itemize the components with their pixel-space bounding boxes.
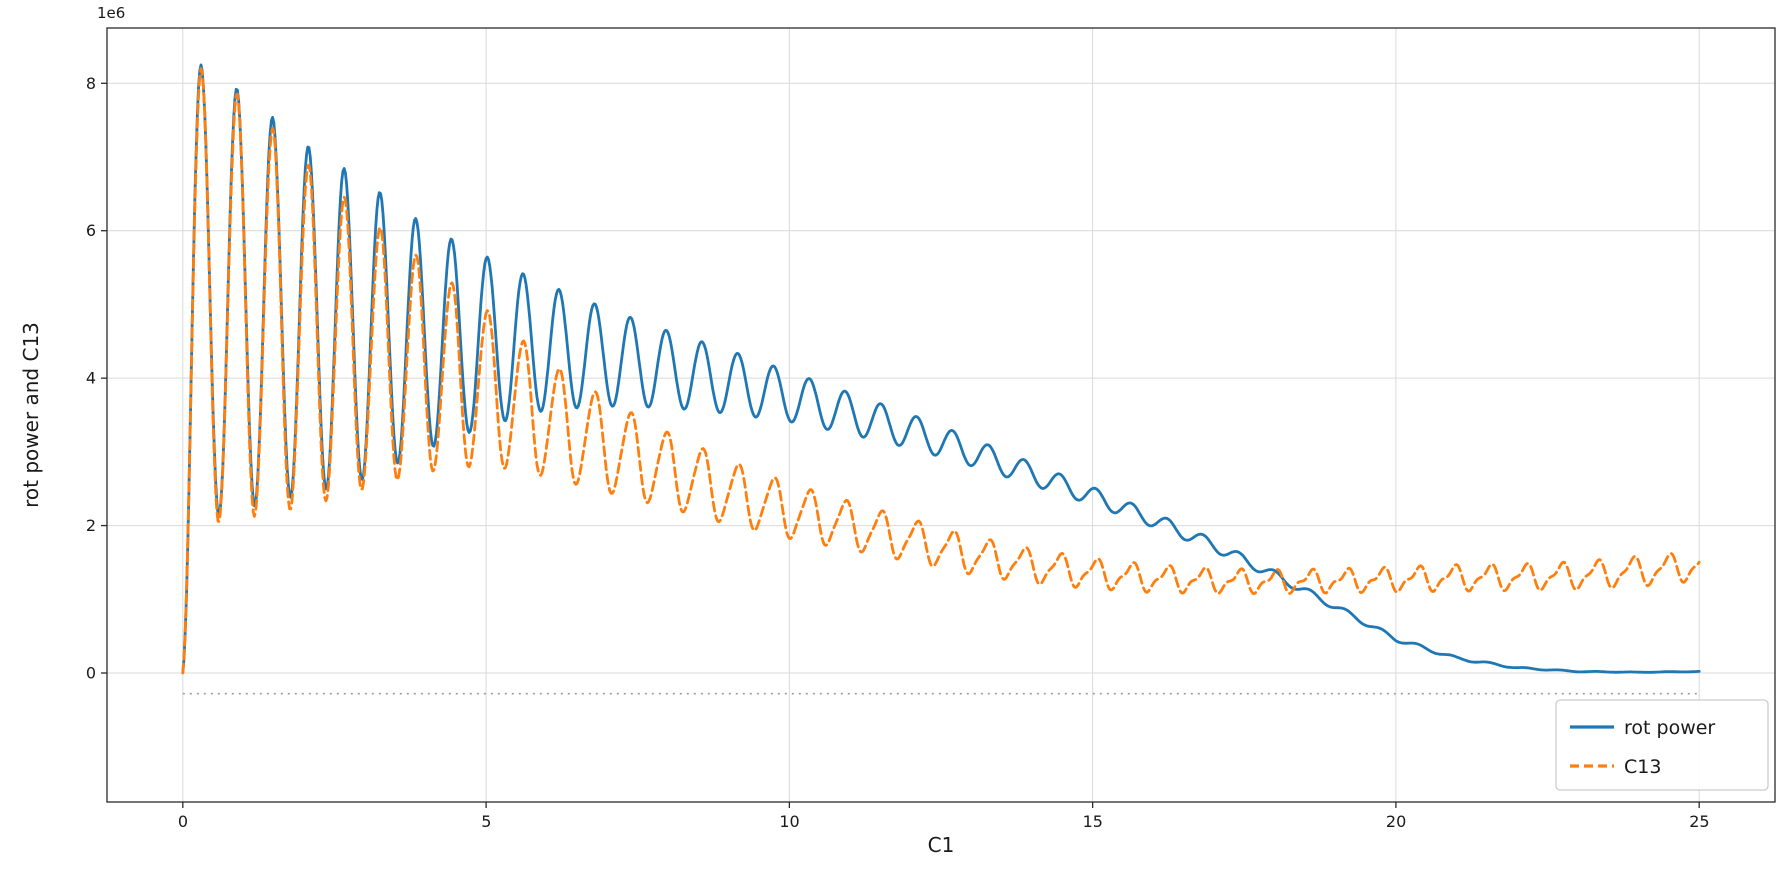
legend-label-rot-power: rot power [1624,717,1715,739]
x-tick-label-1: 5 [481,812,491,831]
axis-labels: 1e6 C1 rot power and C13 0 5 10 15 20 25… [19,4,1710,857]
x-tick-label-2: 10 [779,812,799,831]
x-axis-label: C1 [928,833,955,857]
x-tick-label-4: 20 [1386,812,1406,831]
y-tick-label-1: 2 [86,516,96,535]
plot-area [101,27,1776,808]
legend-box [1555,699,1769,791]
series-rot-power [181,63,1701,674]
y-tick-label-3: 6 [86,221,96,240]
y-offset-label: 1e6 [97,4,125,22]
y-tick-label-4: 8 [86,74,96,93]
legend: rot power C13 [1555,699,1769,791]
y-tick-label-0: 0 [86,664,96,683]
series-c13 [181,67,1701,675]
plot-border [106,27,1776,803]
x-tick-label-0: 0 [178,812,188,831]
legend-label-c13: C13 [1624,756,1661,778]
y-tick-label-2: 4 [86,369,96,388]
y-axis-label: rot power and C13 [19,322,43,508]
x-tick-label-3: 15 [1083,812,1103,831]
x-tick-label-5: 25 [1689,812,1709,831]
